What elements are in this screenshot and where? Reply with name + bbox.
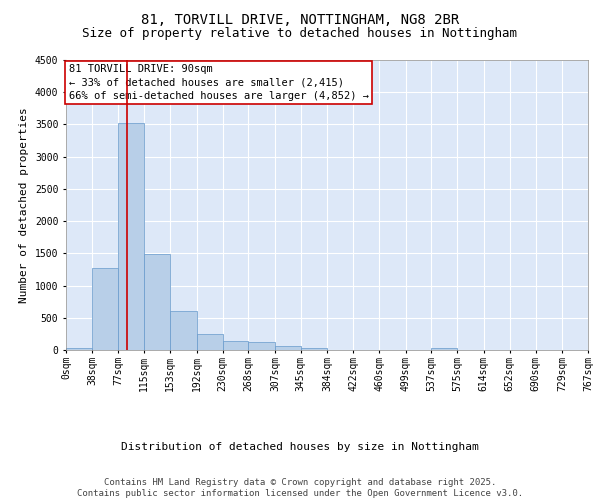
- Text: 81, TORVILL DRIVE, NOTTINGHAM, NG8 2BR: 81, TORVILL DRIVE, NOTTINGHAM, NG8 2BR: [141, 12, 459, 26]
- Bar: [92, 268, 118, 350]
- Text: 81 TORVILL DRIVE: 90sqm
← 33% of detached houses are smaller (2,415)
66% of semi: 81 TORVILL DRIVE: 90sqm ← 33% of detache…: [68, 64, 368, 101]
- Bar: [301, 348, 328, 350]
- Y-axis label: Number of detached properties: Number of detached properties: [19, 107, 29, 303]
- Bar: [118, 122, 144, 350]
- Bar: [431, 348, 457, 350]
- Text: Size of property relative to detached houses in Nottingham: Size of property relative to detached ho…: [83, 28, 517, 40]
- Bar: [144, 254, 170, 350]
- Bar: [223, 342, 248, 350]
- Bar: [275, 346, 301, 350]
- Bar: [248, 342, 275, 350]
- Bar: [197, 334, 223, 350]
- Bar: [170, 311, 197, 350]
- Bar: [66, 348, 92, 350]
- Text: Contains HM Land Registry data © Crown copyright and database right 2025.
Contai: Contains HM Land Registry data © Crown c…: [77, 478, 523, 498]
- Text: Distribution of detached houses by size in Nottingham: Distribution of detached houses by size …: [121, 442, 479, 452]
